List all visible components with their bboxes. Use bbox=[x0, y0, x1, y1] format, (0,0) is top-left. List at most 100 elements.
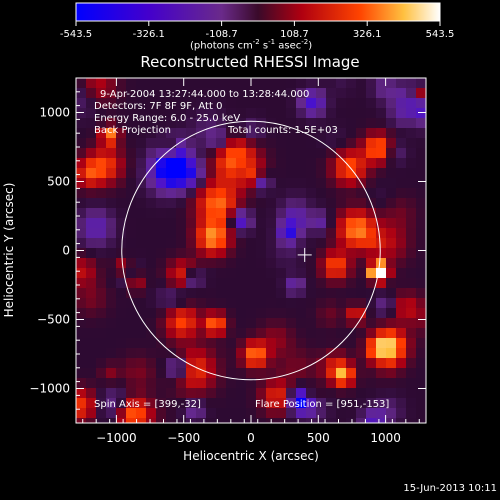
heatmap-cell bbox=[86, 288, 97, 299]
heatmap-cell bbox=[86, 248, 97, 259]
heatmap-cell bbox=[296, 278, 307, 289]
heatmap-cell bbox=[406, 288, 417, 299]
heatmap-cell bbox=[136, 398, 147, 409]
heatmap-cell bbox=[336, 218, 347, 229]
heatmap-cell bbox=[366, 278, 377, 289]
heatmap-cell bbox=[266, 128, 277, 139]
heatmap-cell bbox=[246, 208, 257, 219]
y-tick-label: 500 bbox=[47, 175, 70, 189]
heatmap-cell bbox=[226, 358, 237, 369]
heatmap-cell bbox=[136, 98, 147, 109]
heatmap-cell bbox=[96, 298, 107, 309]
heatmap-cell bbox=[196, 128, 207, 139]
heatmap-cell bbox=[76, 408, 87, 419]
heatmap-cell bbox=[226, 258, 237, 269]
heatmap-cell bbox=[166, 328, 177, 339]
heatmap-cell bbox=[236, 338, 247, 349]
heatmap-cell bbox=[366, 408, 377, 419]
heatmap-cell bbox=[186, 378, 197, 389]
heatmap-cell bbox=[216, 398, 227, 409]
heatmap-cell bbox=[306, 248, 317, 259]
heatmap-cell bbox=[256, 178, 267, 189]
heatmap-cell bbox=[106, 328, 117, 339]
heatmap-cell bbox=[406, 198, 417, 209]
heatmap-cell bbox=[236, 218, 247, 229]
heatmap-cell bbox=[176, 258, 187, 269]
heatmap-cell bbox=[186, 268, 197, 279]
heatmap-cell bbox=[356, 298, 367, 309]
heatmap-cell bbox=[266, 388, 277, 399]
heatmap-cell bbox=[396, 198, 407, 209]
heatmap-cell bbox=[356, 188, 367, 199]
heatmap-cell bbox=[226, 178, 237, 189]
heatmap-cell bbox=[186, 88, 197, 99]
heatmap-cell bbox=[336, 258, 347, 269]
heatmap-cell bbox=[376, 258, 387, 269]
heatmap-cell bbox=[86, 278, 97, 289]
heatmap-cell bbox=[106, 118, 117, 129]
heatmap-cell bbox=[276, 268, 287, 279]
heatmap-cell bbox=[276, 138, 287, 149]
heatmap-cell bbox=[386, 398, 397, 409]
x-tick-label: −500 bbox=[167, 431, 200, 445]
heatmap-cell bbox=[236, 238, 247, 249]
heatmap-cell bbox=[206, 268, 217, 279]
heatmap-cell bbox=[276, 308, 287, 319]
heatmap-cell bbox=[86, 238, 97, 249]
heatmap-cell bbox=[96, 328, 107, 339]
heatmap-cell bbox=[236, 198, 247, 209]
heatmap-cell bbox=[316, 118, 327, 129]
heatmap-cell bbox=[316, 288, 327, 299]
heatmap-cell bbox=[106, 188, 117, 199]
heatmap-cell bbox=[86, 268, 97, 279]
heatmap-cell bbox=[256, 388, 267, 399]
heatmap-cell bbox=[146, 158, 157, 169]
heatmap-cell bbox=[276, 398, 287, 409]
heatmap-cell bbox=[416, 238, 426, 249]
heatmap-cell bbox=[296, 268, 307, 279]
heatmap-cell bbox=[286, 328, 297, 339]
heatmap-cell bbox=[226, 188, 237, 199]
heatmap-cell bbox=[216, 88, 227, 99]
heatmap-cell bbox=[106, 408, 117, 419]
heatmap-cell bbox=[146, 148, 157, 159]
heatmap-cell bbox=[296, 98, 307, 109]
heatmap-cell bbox=[76, 228, 87, 239]
heatmap-cell bbox=[106, 278, 117, 289]
heatmap-cell bbox=[256, 208, 267, 219]
heatmap-cell bbox=[266, 278, 277, 289]
heatmap-cell bbox=[136, 248, 147, 259]
heatmap-cell bbox=[326, 278, 337, 289]
heatmap-cell bbox=[346, 388, 357, 399]
heatmap-cell bbox=[116, 268, 127, 279]
heatmap-cell bbox=[406, 168, 417, 179]
heatmap-cell bbox=[146, 168, 157, 179]
heatmap-cell bbox=[386, 418, 397, 423]
heatmap-cell bbox=[306, 318, 317, 329]
heatmap-cell bbox=[256, 338, 267, 349]
chart-title: Reconstructed RHESSI Image bbox=[140, 53, 360, 71]
heatmap-cell bbox=[306, 158, 317, 169]
heatmap-cell bbox=[266, 78, 277, 89]
heatmap-cell bbox=[176, 298, 187, 309]
heatmap-cell bbox=[346, 368, 357, 379]
heatmap-cell bbox=[316, 338, 327, 349]
heatmap-cell bbox=[386, 278, 397, 289]
heatmap-cell bbox=[296, 218, 307, 229]
annotation-flare-position: Flare Position = [951,-153] bbox=[255, 399, 390, 410]
heatmap-cell bbox=[366, 398, 377, 409]
heatmap-cell bbox=[306, 348, 317, 359]
heatmap-cell bbox=[306, 88, 317, 99]
heatmap-cell bbox=[156, 218, 167, 229]
heatmap-cell bbox=[286, 308, 297, 319]
heatmap-cell bbox=[126, 208, 137, 219]
heatmap-cell bbox=[266, 298, 277, 309]
heatmap-cell bbox=[106, 208, 117, 219]
heatmap-cell bbox=[176, 208, 187, 219]
heatmap-cell bbox=[116, 408, 127, 419]
heatmap-cell bbox=[196, 248, 207, 259]
heatmap-cell bbox=[356, 398, 367, 409]
heatmap-cell bbox=[196, 338, 207, 349]
heatmap-cell bbox=[96, 278, 107, 289]
heatmap-cell bbox=[236, 278, 247, 289]
